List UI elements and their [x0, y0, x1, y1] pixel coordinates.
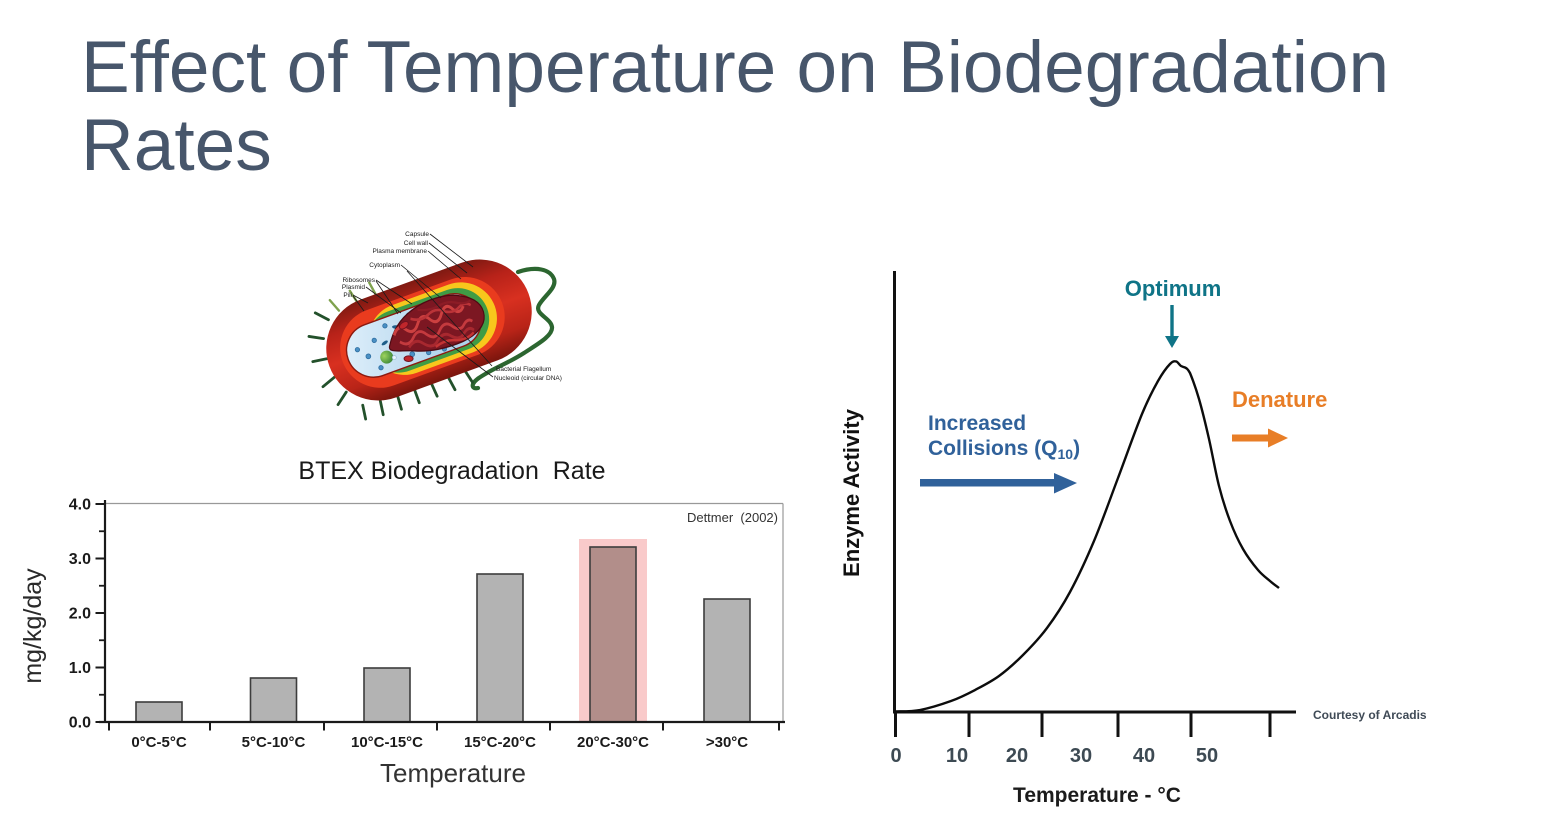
svg-text:Plasma membrane: Plasma membrane [372, 248, 427, 255]
svg-text:BTEX Biodegradation Rate: BTEX Biodegradation Rate [298, 457, 605, 485]
svg-text:Cell wall: Cell wall [404, 240, 429, 247]
svg-text:30: 30 [1070, 745, 1092, 767]
svg-text:Capsule: Capsule [405, 231, 429, 238]
svg-text:2.0: 2.0 [69, 606, 91, 623]
svg-text:20: 20 [1006, 745, 1028, 767]
svg-text:Bacterial Flagellum: Bacterial Flagellum [496, 366, 551, 373]
svg-text:1.0: 1.0 [69, 660, 91, 677]
svg-text:10°C-15°C: 10°C-15°C [351, 734, 423, 751]
svg-text:Cytoplasm: Cytoplasm [369, 262, 400, 269]
svg-text:Collisions (Q10): Collisions (Q10) [928, 437, 1080, 462]
svg-text:Dettmer (2002): Dettmer (2002) [687, 510, 778, 525]
svg-text:>30°C: >30°C [706, 734, 748, 751]
svg-text:Plasmid: Plasmid [342, 284, 366, 291]
svg-text:4.0: 4.0 [69, 497, 91, 514]
svg-text:Courtesy of Arcadis: Courtesy of Arcadis [1313, 708, 1427, 722]
svg-text:3.0: 3.0 [69, 551, 91, 568]
svg-text:Ribosomes: Ribosomes [342, 277, 375, 284]
svg-text:10: 10 [946, 745, 968, 767]
svg-text:0°C-5°C: 0°C-5°C [131, 734, 187, 751]
svg-text:Pili: Pili [343, 292, 352, 299]
svg-text:Denature: Denature [1232, 387, 1327, 412]
svg-text:0: 0 [890, 745, 901, 767]
svg-text:20°C-30°C: 20°C-30°C [577, 734, 649, 751]
svg-text:Increased: Increased [928, 412, 1026, 435]
svg-text:Nucleoid (circular DNA): Nucleoid (circular DNA) [494, 375, 562, 382]
svg-text:50: 50 [1196, 745, 1218, 767]
svg-text:Temperature - °C: Temperature - °C [1013, 784, 1181, 807]
svg-text:Optimum: Optimum [1125, 276, 1222, 301]
svg-text:0.0: 0.0 [69, 715, 91, 732]
svg-text:Enzyme Activity: Enzyme Activity [839, 408, 864, 577]
svg-text:mg/kg/day: mg/kg/day [19, 568, 47, 684]
svg-text:15°C-20°C: 15°C-20°C [464, 734, 536, 751]
svg-text:5°C-10°C: 5°C-10°C [242, 734, 306, 751]
svg-text:Temperature: Temperature [380, 758, 526, 788]
svg-text:40: 40 [1133, 745, 1155, 767]
